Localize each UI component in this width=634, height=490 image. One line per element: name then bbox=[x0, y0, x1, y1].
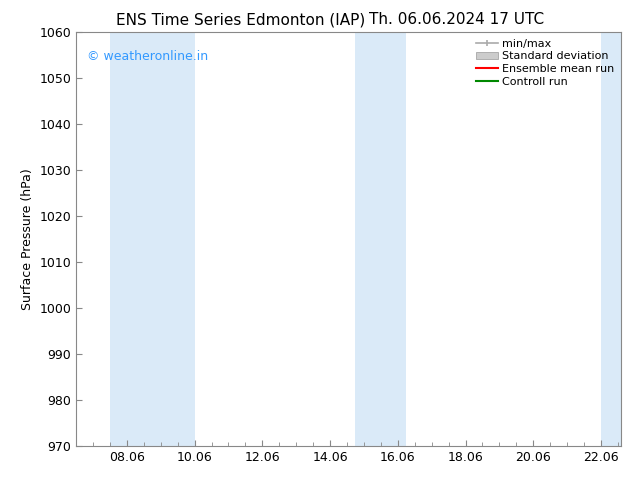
Bar bbox=[110, 32, 195, 446]
Y-axis label: Surface Pressure (hPa): Surface Pressure (hPa) bbox=[21, 168, 34, 310]
Text: ENS Time Series Edmonton (IAP): ENS Time Series Edmonton (IAP) bbox=[116, 12, 366, 27]
Text: Th. 06.06.2024 17 UTC: Th. 06.06.2024 17 UTC bbox=[369, 12, 544, 27]
Legend: min/max, Standard deviation, Ensemble mean run, Controll run: min/max, Standard deviation, Ensemble me… bbox=[472, 35, 618, 90]
Text: © weatheronline.in: © weatheronline.in bbox=[87, 50, 208, 64]
Bar bbox=[601, 32, 621, 446]
Bar bbox=[356, 32, 406, 446]
